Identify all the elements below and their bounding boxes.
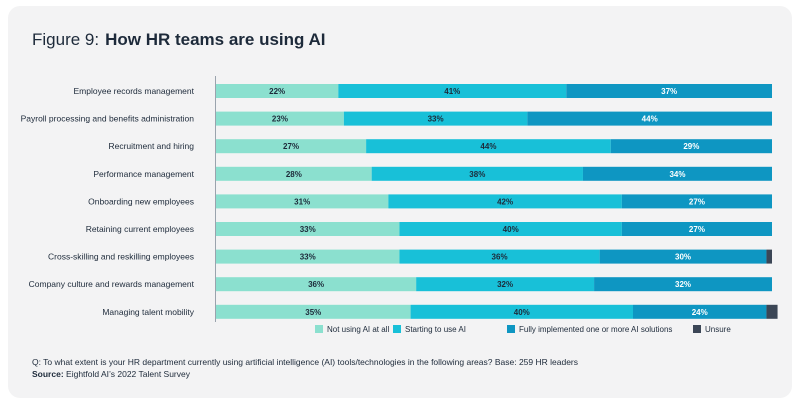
bar-segment [766,249,772,264]
data-label: 35% [305,308,321,317]
legend-label: Fully implemented one or more AI solutio… [519,325,672,334]
bar-segment [216,277,417,292]
source-label: Source: [32,369,64,379]
data-label: 38% [469,170,485,179]
category-label: Payroll processing and benefits administ… [21,114,195,124]
bar-segment [216,249,400,264]
data-label: 40% [514,308,530,317]
legend-label: Starting to use AI [405,325,466,334]
bar-segment [566,84,772,98]
bar-segment [399,222,622,236]
bar-segment [216,194,389,209]
data-label: 33% [300,253,316,262]
category-label: Cross-skilling and reskilling employees [48,252,194,262]
data-label: 32% [675,280,691,289]
bar-segment [582,166,772,181]
category-label: Managing talent mobility [102,307,194,317]
bar-segment [338,84,567,98]
bar-segment [216,304,411,319]
legend-swatch [315,325,323,333]
bar-segment [388,194,622,209]
bar-segment [594,277,772,292]
data-label: 27% [689,225,705,234]
bar-segment [621,222,772,236]
survey-question: Q: To what extent is your HR department … [32,357,579,367]
data-label: 34% [669,170,685,179]
data-label: 30% [675,253,691,262]
data-label: 29% [683,142,699,151]
legend-swatch [693,325,701,333]
data-label: 24% [692,308,708,317]
bar-segment [621,194,772,209]
legend-label: Unsure [705,325,731,334]
data-label: 23% [272,115,288,124]
data-label: 33% [300,225,316,234]
data-label: 44% [642,115,658,124]
category-label: Retaining current employees [86,224,194,234]
category-label: Employee records management [74,86,195,96]
data-label: 27% [689,197,705,206]
data-label: 44% [480,142,496,151]
data-label: 33% [428,115,444,124]
data-label: 36% [308,280,324,289]
data-label: 42% [497,197,513,206]
source-text: Eightfold AI’s 2022 Talent Survey [66,369,190,379]
bar-segment [216,111,344,126]
bar-segment [216,84,339,98]
bar-segment [216,166,372,181]
bar-segment [416,277,595,292]
data-label: 22% [269,87,285,96]
bar-segment [410,304,633,319]
category-label: Recruitment and hiring [108,141,194,151]
figure-label: Figure 9: [32,30,100,49]
data-label: 41% [444,87,460,96]
bar-segment [610,139,772,154]
data-label: 31% [294,197,310,206]
bar-segment [599,249,767,264]
legend-label: Not using AI at all [327,325,389,334]
footnote: Q: To what extent is your HR department … [32,356,578,380]
data-label: 37% [661,87,677,96]
bar-segment [371,166,583,181]
source-line: Source: Eightfold AI’s 2022 Talent Surve… [32,368,578,380]
category-label: Onboarding new employees [88,196,194,206]
bar-segment [633,304,767,319]
bar-segment [216,139,367,154]
legend-swatch [393,325,401,333]
bar-segment [366,139,611,154]
bar-segment [399,249,600,264]
legend-swatch [507,325,515,333]
data-label: 40% [503,225,519,234]
data-label: 32% [497,280,513,289]
data-label: 36% [492,253,508,262]
data-label: 28% [286,170,302,179]
data-label: 27% [283,142,299,151]
category-label: Performance management [93,169,194,179]
bar-segment [343,111,528,126]
figure-title: How HR teams are using AI [105,30,326,49]
bar-segment [527,111,772,126]
chart-title: Figure 9: How HR teams are using AI [32,30,326,50]
bar-segment [766,304,778,319]
bar-segment [216,222,400,236]
category-label: Company culture and rewards management [29,279,195,289]
